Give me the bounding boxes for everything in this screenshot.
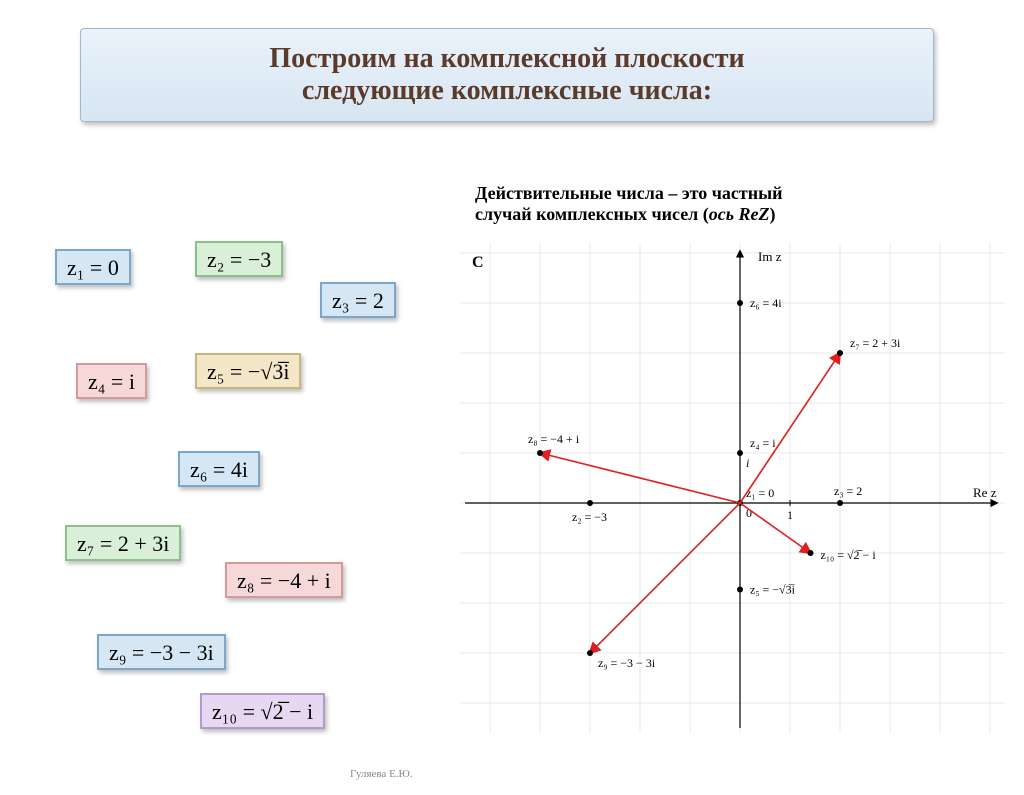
equation-z4: z₄ = i [76, 363, 147, 399]
svg-text:C: C [472, 254, 484, 271]
subtitle-part-b: случай комплексных чисел ( [475, 204, 709, 224]
title-line1: Построим на комплексной плоскости [101, 43, 913, 75]
svg-text:z₇ = 2 + 3i: z₇ = 2 + 3i [850, 336, 901, 350]
svg-text:z₃ = 2: z₃ = 2 [834, 484, 862, 498]
svg-text:z₂ = −3: z₂ = −3 [572, 510, 607, 524]
subtitle-part-a: Действительные числа – это частный [475, 183, 783, 203]
svg-text:z₆ = 4i: z₆ = 4i [750, 296, 782, 310]
svg-text:1: 1 [787, 508, 793, 522]
equation-z7: z₇ = 2 + 3i [65, 525, 181, 561]
subtitle: Действительные числа – это частный случа… [475, 183, 975, 225]
svg-text:z₈ = −4 + i: z₈ = −4 + i [528, 432, 580, 446]
title-line2: следующие комплексные числа: [101, 75, 913, 107]
svg-text:Re z: Re z [973, 485, 997, 500]
subtitle-part-c: ось ReZ [709, 204, 770, 224]
slide-title: Построим на комплексной плоскости следую… [80, 28, 934, 122]
subtitle-part-d: ) [770, 204, 776, 224]
svg-text:z₉ = −3 − 3i: z₉ = −3 − 3i [598, 656, 656, 670]
equation-z3: z₃ = 2 [320, 282, 396, 318]
complex-plane-chart: Im zRe zC1i0z₁ = 0z₂ = −3z₃ = 2z₄ = iz₅ … [460, 243, 1005, 733]
svg-text:i: i [746, 456, 749, 470]
equation-z6: z₆ = 4i [178, 451, 260, 487]
svg-text:z₁₀ = √2̅ − i: z₁₀ = √2̅ − i [821, 548, 877, 562]
equation-z9: z₉ = −3 − 3i [97, 634, 226, 670]
footer-credit: Гуляева Е.Ю. [350, 768, 413, 780]
svg-text:Im z: Im z [758, 249, 782, 264]
equation-z5: z₅ = −√3̅i [195, 353, 301, 389]
equation-z1: z₁ = 0 [55, 249, 131, 285]
equation-z8: z₈ = −4 + i [225, 562, 343, 598]
svg-text:z₄ = i: z₄ = i [750, 436, 776, 450]
equation-z2: z₂ = −3 [195, 241, 283, 277]
svg-text:z₅ = −√3̅i: z₅ = −√3̅i [750, 583, 796, 597]
equation-z10: z₁₀ = √2̅ − i [200, 693, 325, 729]
